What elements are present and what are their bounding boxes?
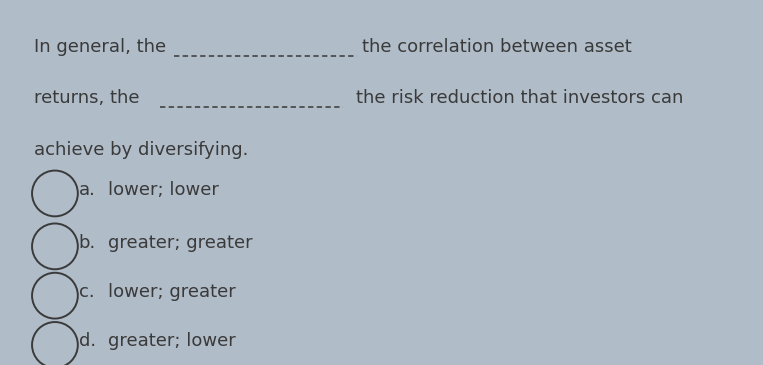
Text: lower; lower: lower; lower	[108, 181, 219, 199]
Text: c.: c.	[79, 283, 94, 301]
Text: greater; greater: greater; greater	[108, 234, 253, 251]
Text: lower; greater: lower; greater	[108, 283, 236, 301]
Text: a.: a.	[79, 181, 95, 199]
Text: the correlation between asset: the correlation between asset	[362, 38, 632, 56]
Text: d.: d.	[79, 332, 95, 350]
Text: In general, the: In general, the	[34, 38, 166, 56]
Text: the risk reduction that investors can: the risk reduction that investors can	[356, 89, 683, 107]
Text: b.: b.	[79, 234, 96, 251]
Text: achieve by diversifying.: achieve by diversifying.	[34, 141, 249, 158]
Text: returns, the: returns, the	[34, 89, 140, 107]
Text: greater; lower: greater; lower	[108, 332, 236, 350]
